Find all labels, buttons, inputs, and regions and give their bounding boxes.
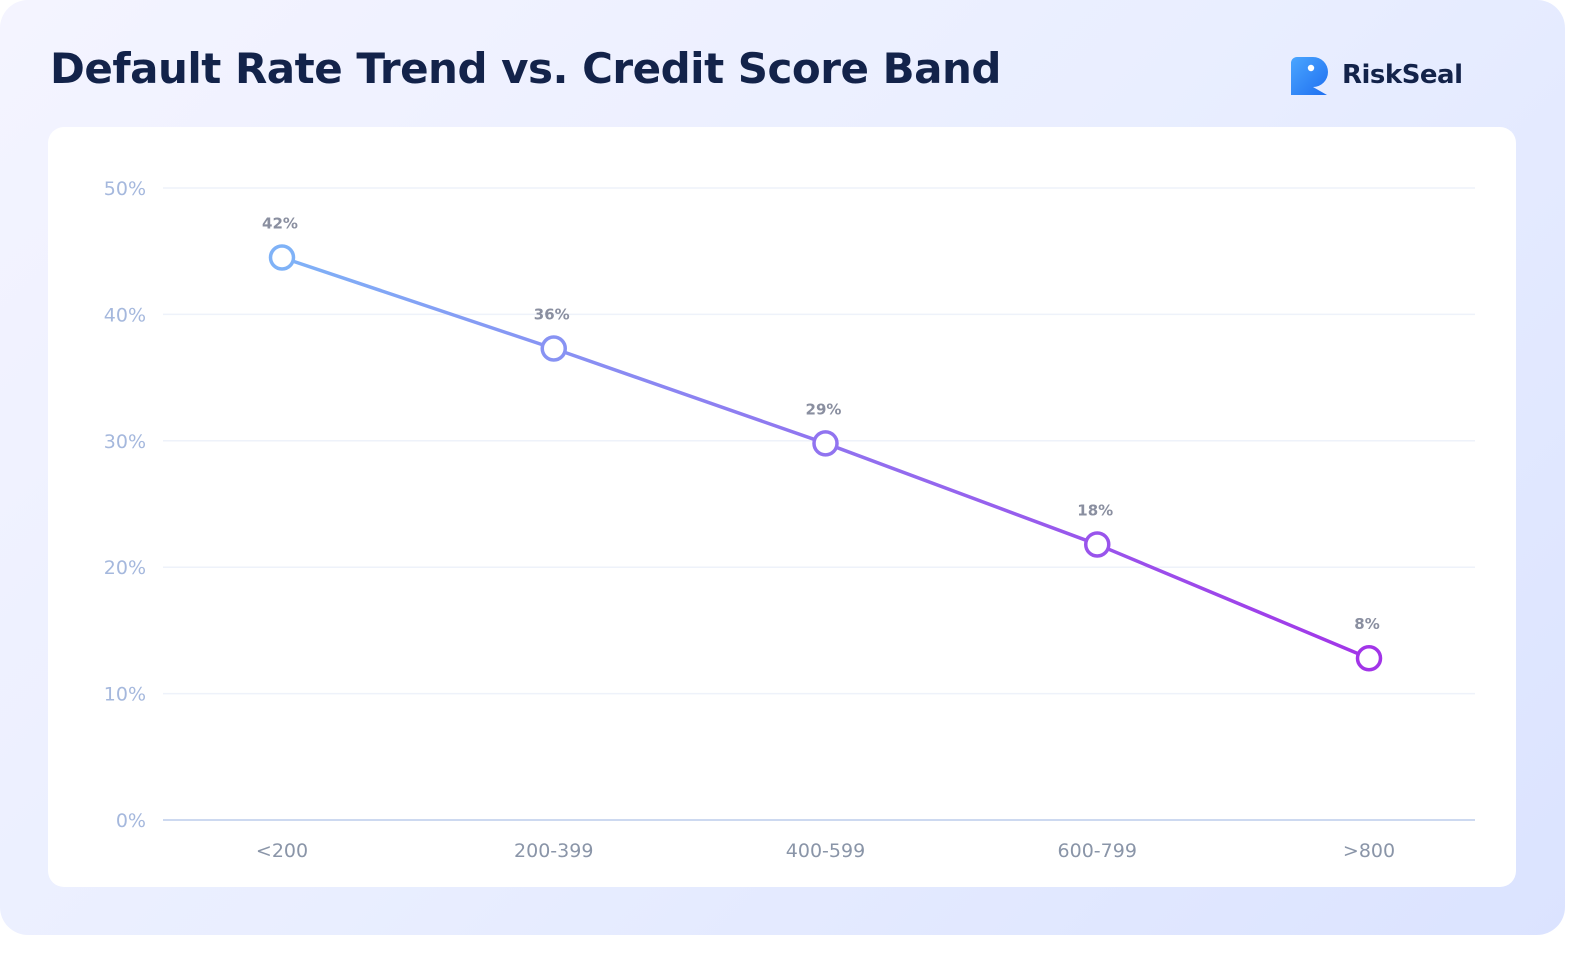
default-rate-series [268, 244, 1383, 672]
line-chart: 0% 10% 20% 30% 40% 50% <200 200-399 400-599 600-… [104, 178, 1475, 862]
chart-card: 0% 10% 20% 30% 40% 50% <200 200-399 400-599 600-… [48, 127, 1516, 887]
data-label: 8% [1354, 615, 1379, 633]
data-label: 42% [262, 215, 298, 233]
data-labels: 42% 36% 29% 18% 8% [262, 215, 1380, 634]
data-label: 36% [534, 306, 570, 324]
x-tick-label: 200-399 [514, 840, 593, 862]
data-point[interactable] [540, 335, 567, 362]
x-tick-label: <200 [256, 840, 308, 862]
data-label: 18% [1077, 501, 1113, 519]
series-line [280, 255, 1371, 660]
data-point[interactable] [1084, 531, 1111, 558]
y-tick-label: 10% [104, 684, 146, 706]
x-tick-label: 600-799 [1058, 840, 1137, 862]
x-axis-tick-labels: <200 200-399 400-599 600-799 >800 [256, 840, 1395, 862]
y-tick-label: 40% [104, 304, 146, 326]
data-label: 29% [806, 400, 842, 418]
x-tick-label: >800 [1343, 840, 1395, 862]
y-tick-label: 0% [116, 810, 146, 832]
chart-frame: Default Rate Trend vs. Credit Score Band… [0, 0, 1565, 935]
y-tick-label: 30% [104, 431, 146, 453]
y-tick-label: 20% [104, 557, 146, 579]
data-point[interactable] [812, 430, 839, 457]
y-tick-label: 50% [104, 178, 146, 200]
grid-lines [163, 187, 1475, 821]
data-point[interactable] [1355, 644, 1383, 672]
x-tick-label: 400-599 [786, 840, 865, 862]
y-axis-tick-labels: 0% 10% 20% 30% 40% 50% [104, 178, 146, 832]
brand: RiskSeal [1289, 55, 1463, 95]
brand-name: RiskSeal [1342, 60, 1463, 90]
riskseal-logo-icon [1291, 57, 1328, 95]
data-point[interactable] [268, 244, 296, 271]
chart-title: Default Rate Trend vs. Credit Score Band [50, 44, 1001, 93]
